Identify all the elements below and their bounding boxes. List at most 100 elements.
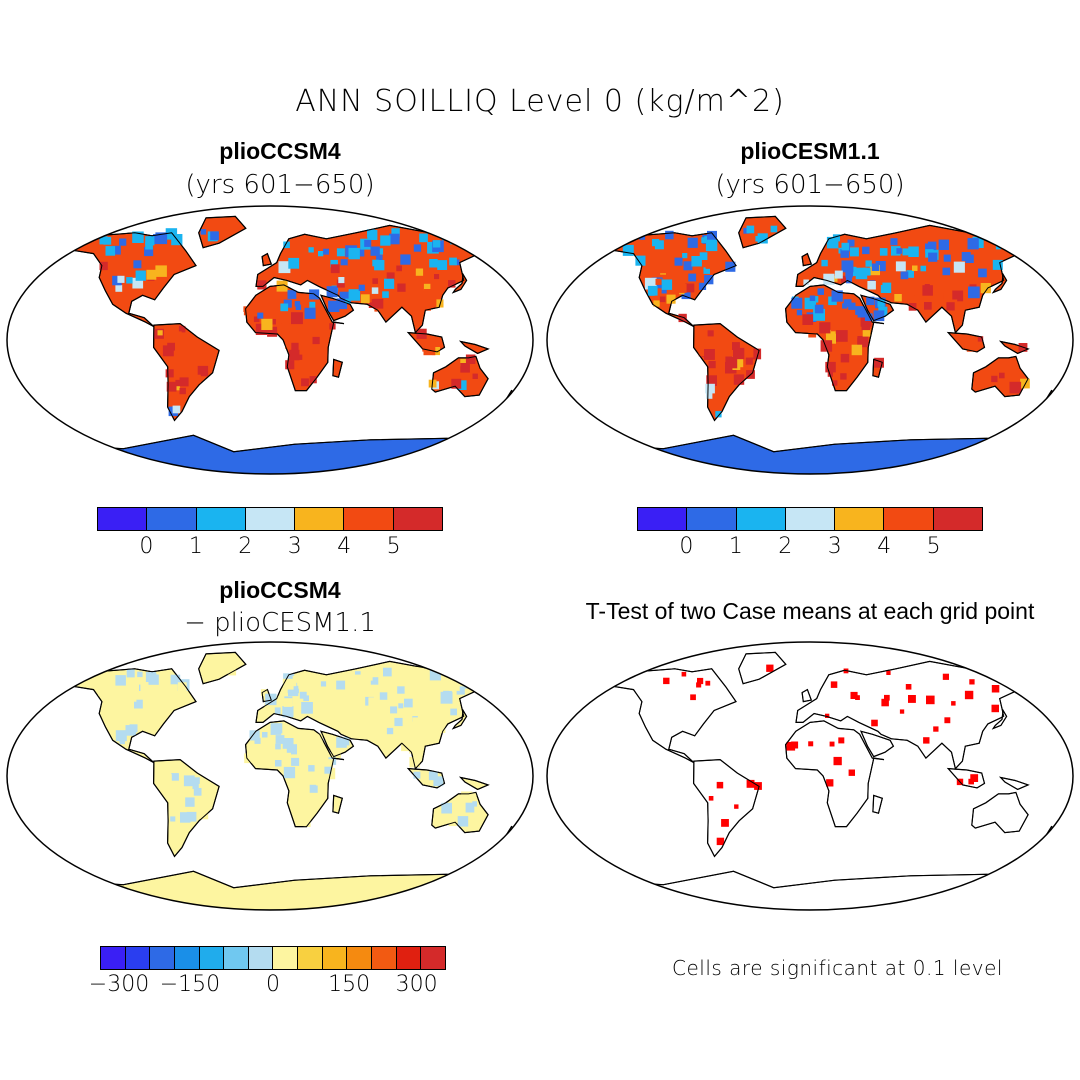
significant-cell (716, 781, 724, 789)
grid-cell (353, 733, 360, 740)
grid-cell (860, 315, 872, 327)
grid-cell (134, 699, 143, 709)
grid-cell (906, 270, 914, 278)
grid-cell (155, 232, 168, 245)
significant-cell (746, 779, 755, 788)
grid-cell (448, 817, 457, 827)
grid-cell (857, 337, 865, 345)
grid-cell (353, 674, 363, 684)
grid-cell (834, 270, 843, 279)
grid-cell (291, 312, 303, 325)
coastline (585, 434, 1035, 474)
grid-cell (119, 738, 125, 745)
grid-cell (380, 235, 391, 246)
grid-cell (126, 277, 133, 284)
grid-cell (877, 299, 885, 307)
coastline (245, 284, 345, 392)
grid-cell (836, 330, 848, 342)
map-ttest (546, 641, 1074, 911)
grid-cell (827, 371, 833, 377)
grid-cell (677, 284, 687, 293)
grid-cell (928, 252, 938, 262)
grid-cell (336, 298, 348, 310)
grid-cell (107, 682, 119, 694)
grid-cell (303, 819, 311, 827)
grid-cell (890, 238, 898, 246)
grid-cell (137, 710, 149, 722)
grid-cell (705, 383, 715, 394)
landmass (692, 758, 760, 858)
grid-cell (370, 677, 379, 685)
grid-cell (896, 248, 903, 254)
grid-cell (396, 265, 402, 272)
grid-cell (891, 246, 901, 256)
grid-cell (937, 293, 944, 300)
grid-cell (291, 342, 299, 351)
grid-cell (938, 239, 949, 250)
colorbar-panel-2-labels: 0 1 2 3 4 5 (637, 534, 983, 560)
grid-cell (112, 275, 122, 286)
coastline (596, 668, 737, 764)
grid-cell (60, 239, 70, 248)
grid-cell (320, 681, 327, 687)
grid-cell (330, 259, 338, 268)
grid-cell (119, 238, 127, 246)
grid-cell (287, 290, 297, 299)
grid-cell (968, 286, 980, 299)
grid-cell (262, 732, 268, 738)
grid-cell (678, 313, 687, 323)
grid-cell (115, 285, 123, 292)
coastline (1038, 389, 1060, 409)
grid-cell (1008, 234, 1018, 243)
panel-1-subtitle: (yrs 601−650) (185, 170, 375, 200)
colorbar-difference-labels: −300 −150 0 150 300 (89, 972, 446, 998)
grid-cell (99, 261, 108, 271)
grid-cell (335, 692, 344, 702)
grid-cell (309, 376, 317, 384)
grid-cell (708, 361, 716, 369)
coastline (991, 708, 1008, 730)
grid-cell (297, 680, 305, 689)
grid-cell (176, 691, 187, 701)
significant-cell (991, 704, 999, 713)
grid-cell (855, 267, 868, 280)
grid-cell (871, 263, 880, 271)
grid-cell (146, 269, 157, 280)
significant-cell (830, 681, 838, 688)
grid-cell (210, 231, 219, 241)
grid-cell (451, 378, 462, 389)
panel-2-title: plioCESM1.1 (740, 138, 880, 164)
grid-cell (145, 241, 153, 250)
map-border (546, 641, 1074, 911)
grid-cell (117, 275, 125, 283)
grid-cell (326, 286, 338, 298)
grid-cell (179, 387, 186, 395)
coastline (261, 688, 272, 703)
grid-cell (336, 270, 342, 277)
grid-cell (460, 358, 468, 367)
significant-cell (926, 695, 935, 705)
grid-cell (691, 256, 702, 267)
grid-cell (336, 265, 348, 277)
grid-cell (966, 341, 977, 352)
significance-note: Cells are significant at 0.1 level (672, 956, 1003, 980)
grid-cell (877, 279, 883, 285)
grid-cell (465, 354, 476, 364)
coastline (785, 284, 885, 392)
grid-cell (372, 259, 379, 267)
significant-cell (855, 695, 860, 700)
landmass (946, 767, 986, 789)
grid-cell (707, 330, 714, 337)
grid-cell (706, 375, 717, 386)
grid-cell (193, 788, 202, 796)
grid-cell (125, 715, 132, 723)
grid-cell (288, 685, 299, 697)
grid-cell (456, 380, 467, 390)
grid-cell (133, 260, 142, 269)
grid-cell (750, 348, 762, 360)
grid-cell (422, 344, 430, 352)
grid-cell (757, 233, 768, 244)
coastline (738, 215, 787, 249)
grid-cell (845, 269, 853, 278)
grid-cell (54, 242, 63, 251)
